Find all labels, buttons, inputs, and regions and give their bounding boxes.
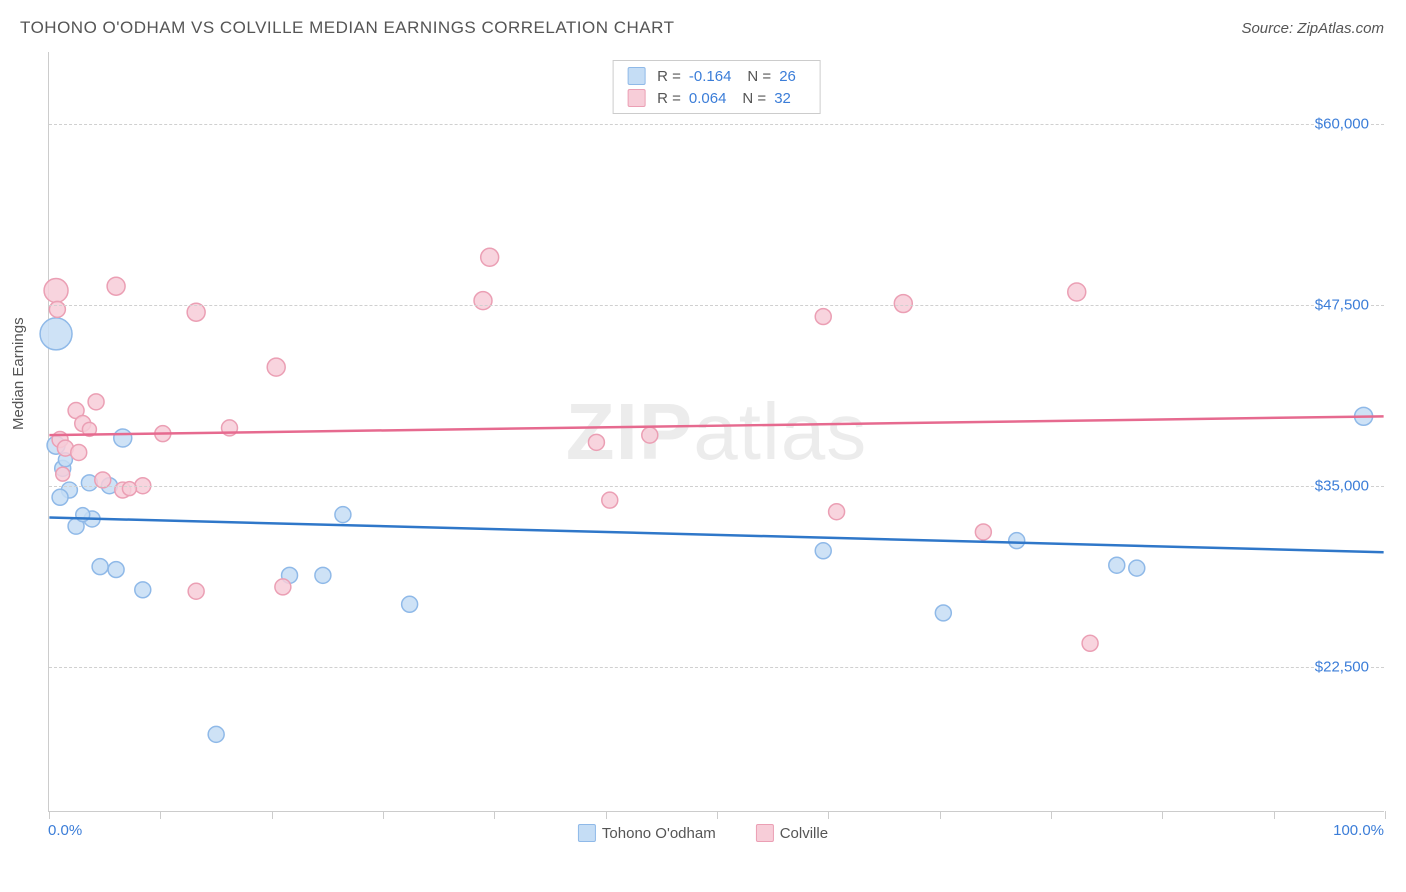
x-tick bbox=[1274, 811, 1275, 819]
source-attribution: Source: ZipAtlas.com bbox=[1241, 20, 1384, 37]
data-point bbox=[642, 427, 658, 443]
x-tick bbox=[828, 811, 829, 819]
data-point bbox=[1082, 635, 1098, 651]
data-point bbox=[40, 318, 72, 350]
legend-swatch bbox=[578, 824, 596, 842]
data-point bbox=[894, 295, 912, 313]
data-point bbox=[52, 489, 68, 505]
legend-stat-row: R = -0.164 N = 26 bbox=[627, 67, 806, 85]
data-point bbox=[114, 429, 132, 447]
legend-series-item: Colville bbox=[756, 824, 828, 842]
data-point bbox=[975, 524, 991, 540]
data-point bbox=[815, 543, 831, 559]
chart-svg bbox=[49, 52, 1384, 811]
legend-series-label: Tohono O'odham bbox=[602, 825, 716, 842]
legend-n-value: 26 bbox=[779, 68, 796, 85]
x-tick bbox=[383, 811, 384, 819]
legend-stat-row: R = 0.064 N = 32 bbox=[627, 89, 806, 107]
data-point bbox=[188, 583, 204, 599]
chart-container: TOHONO O'ODHAM VS COLVILLE MEDIAN EARNIN… bbox=[0, 0, 1406, 892]
gridline bbox=[49, 486, 1384, 487]
data-point bbox=[602, 492, 618, 508]
data-point bbox=[481, 248, 499, 266]
x-axis-max-label: 100.0% bbox=[1333, 822, 1384, 839]
data-point bbox=[275, 579, 291, 595]
x-tick bbox=[606, 811, 607, 819]
legend-stats: R =-0.164N =26R =0.064N =32 bbox=[612, 60, 821, 114]
x-tick bbox=[160, 811, 161, 819]
legend-r-label: R = bbox=[657, 68, 681, 85]
data-point bbox=[208, 726, 224, 742]
legend-r-value: -0.164 bbox=[689, 68, 732, 85]
data-point bbox=[135, 582, 151, 598]
legend-n-label: N = bbox=[742, 90, 766, 107]
data-point bbox=[1109, 557, 1125, 573]
legend-n-value: 32 bbox=[774, 90, 791, 107]
data-point bbox=[88, 394, 104, 410]
x-tick bbox=[717, 811, 718, 819]
data-point bbox=[108, 562, 124, 578]
legend-n-label: N = bbox=[747, 68, 771, 85]
legend-series-label: Colville bbox=[780, 825, 828, 842]
data-point bbox=[92, 559, 108, 575]
data-point bbox=[474, 292, 492, 310]
x-tick bbox=[272, 811, 273, 819]
legend-r-value: 0.064 bbox=[689, 90, 727, 107]
chart-title: TOHONO O'ODHAM VS COLVILLE MEDIAN EARNIN… bbox=[20, 18, 674, 38]
y-tick-label: $35,000 bbox=[1314, 478, 1370, 495]
x-tick bbox=[49, 811, 50, 819]
gridline bbox=[49, 124, 1384, 125]
plot-area: ZIPatlas R =-0.164N =26R =0.064N =32 $22… bbox=[48, 52, 1384, 812]
data-point bbox=[1068, 283, 1086, 301]
x-tick bbox=[1162, 811, 1163, 819]
x-tick bbox=[940, 811, 941, 819]
x-tick bbox=[1385, 811, 1386, 819]
data-point bbox=[1009, 533, 1025, 549]
data-point bbox=[71, 444, 87, 460]
legend-swatch bbox=[627, 89, 645, 107]
x-axis-min-label: 0.0% bbox=[48, 822, 82, 839]
data-point bbox=[588, 434, 604, 450]
data-point bbox=[107, 277, 125, 295]
y-tick-label: $47,500 bbox=[1314, 297, 1370, 314]
y-tick-label: $22,500 bbox=[1314, 659, 1370, 676]
gridline bbox=[49, 305, 1384, 306]
data-point bbox=[935, 605, 951, 621]
legend-swatch bbox=[627, 67, 645, 85]
data-point bbox=[315, 567, 331, 583]
trend-line bbox=[49, 416, 1383, 435]
legend-series-item: Tohono O'odham bbox=[578, 824, 716, 842]
data-point bbox=[335, 507, 351, 523]
gridline bbox=[49, 667, 1384, 668]
y-axis-title: Median Earnings bbox=[10, 317, 27, 430]
data-point bbox=[829, 504, 845, 520]
y-tick-label: $60,000 bbox=[1314, 116, 1370, 133]
data-point bbox=[44, 279, 68, 303]
data-point bbox=[267, 358, 285, 376]
data-point bbox=[1129, 560, 1145, 576]
data-point bbox=[49, 301, 65, 317]
data-point bbox=[56, 467, 70, 481]
legend-series: Tohono O'odham Colville bbox=[578, 824, 828, 842]
x-tick bbox=[494, 811, 495, 819]
legend-r-label: R = bbox=[657, 90, 681, 107]
legend-swatch bbox=[756, 824, 774, 842]
data-point bbox=[402, 596, 418, 612]
data-point bbox=[122, 482, 136, 496]
data-point bbox=[815, 309, 831, 325]
x-tick bbox=[1051, 811, 1052, 819]
trend-line bbox=[49, 518, 1383, 553]
